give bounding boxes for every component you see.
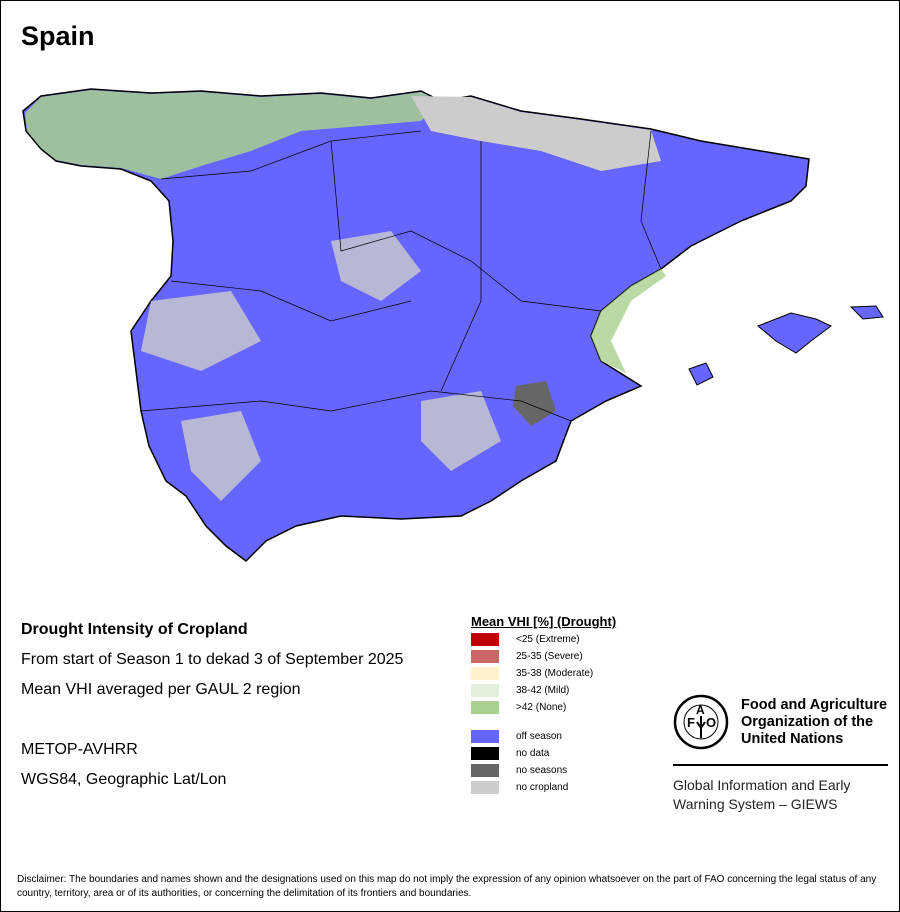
mallorca-island bbox=[757, 312, 832, 354]
map-period: From start of Season 1 to dekad 3 of Sep… bbox=[21, 651, 404, 668]
svg-text:O: O bbox=[706, 715, 716, 730]
svg-text:A: A bbox=[696, 703, 705, 717]
legend-item: <25 (Extreme) bbox=[471, 633, 580, 646]
sensor: METOP-AVHRR bbox=[21, 741, 138, 758]
legend-item: 38-42 (Mild) bbox=[471, 684, 569, 697]
legend-item: >42 (None) bbox=[471, 701, 566, 714]
map-method: Mean VHI averaged per GAUL 2 region bbox=[21, 681, 301, 698]
legend-item: 35-38 (Moderate) bbox=[471, 667, 593, 680]
pyrenees-no-cropland bbox=[411, 96, 661, 171]
mainland bbox=[22, 88, 810, 562]
legend-item: no seasons bbox=[471, 764, 567, 777]
legend-swatch bbox=[471, 747, 499, 760]
giews-label: Global Information and Early Warning Sys… bbox=[673, 776, 850, 814]
no-cropland-patch bbox=[141, 291, 261, 371]
fao-logo: F A O Food and Agriculture Organization … bbox=[673, 694, 887, 750]
legend-label: 38-42 (Mild) bbox=[516, 685, 570, 696]
legend-swatch bbox=[471, 781, 499, 794]
projection: WGS84, Geographic Lat/Lon bbox=[21, 771, 227, 788]
legend-swatch bbox=[471, 633, 499, 646]
legend-swatch bbox=[471, 684, 499, 697]
legend-item: off season bbox=[471, 730, 562, 743]
legend-item: 25-35 (Severe) bbox=[471, 650, 583, 663]
giews-line: Warning System – GIEWS bbox=[673, 796, 838, 812]
giews-line: Global Information and Early bbox=[673, 777, 851, 793]
legend-label: off season bbox=[516, 731, 562, 742]
legend-swatch bbox=[471, 650, 499, 663]
no-seasons-patch bbox=[513, 381, 556, 426]
ibiza-island bbox=[688, 362, 714, 386]
no-cropland-patch bbox=[331, 231, 421, 301]
region-boundaries bbox=[140, 130, 662, 422]
legend-label: >42 (None) bbox=[516, 702, 567, 713]
svg-text:F: F bbox=[687, 715, 695, 730]
legend-label: no data bbox=[516, 748, 550, 759]
legend-swatch bbox=[471, 701, 499, 714]
legend-swatch bbox=[471, 730, 499, 743]
legend-title: Mean VHI [%] (Drought) bbox=[471, 614, 617, 629]
legend-label: no seasons bbox=[516, 765, 568, 776]
disclaimer: Disclaimer: The boundaries and names sho… bbox=[17, 874, 877, 899]
map-title: Spain bbox=[21, 21, 95, 51]
north-cropland-band bbox=[25, 90, 441, 179]
fao-name-line: Food and Agriculture bbox=[741, 696, 888, 713]
spain-map bbox=[22, 88, 884, 562]
no-cropland-patch bbox=[181, 411, 261, 501]
legend-swatch bbox=[471, 764, 499, 777]
legend-item: no data bbox=[471, 747, 549, 760]
legend-label: <25 (Extreme) bbox=[516, 634, 580, 645]
logo-divider bbox=[673, 764, 888, 766]
legend-label: 25-35 (Severe) bbox=[516, 651, 583, 662]
map-subject: Drought Intensity of Cropland bbox=[21, 621, 248, 638]
legend-label: no cropland bbox=[516, 782, 569, 793]
legend-item: no cropland bbox=[471, 781, 568, 794]
legend-label: 35-38 (Moderate) bbox=[516, 668, 594, 679]
fao-name-line: Organization of the bbox=[741, 713, 874, 730]
fao-emblem-icon: F A O bbox=[673, 694, 729, 750]
fao-name: Food and Agriculture Organization of the… bbox=[741, 697, 887, 748]
east-coast-green bbox=[591, 269, 666, 373]
no-cropland-patch bbox=[421, 391, 501, 471]
fao-name-line: United Nations bbox=[741, 730, 844, 747]
legend-swatch bbox=[471, 667, 499, 680]
menorca-island bbox=[849, 305, 884, 320]
